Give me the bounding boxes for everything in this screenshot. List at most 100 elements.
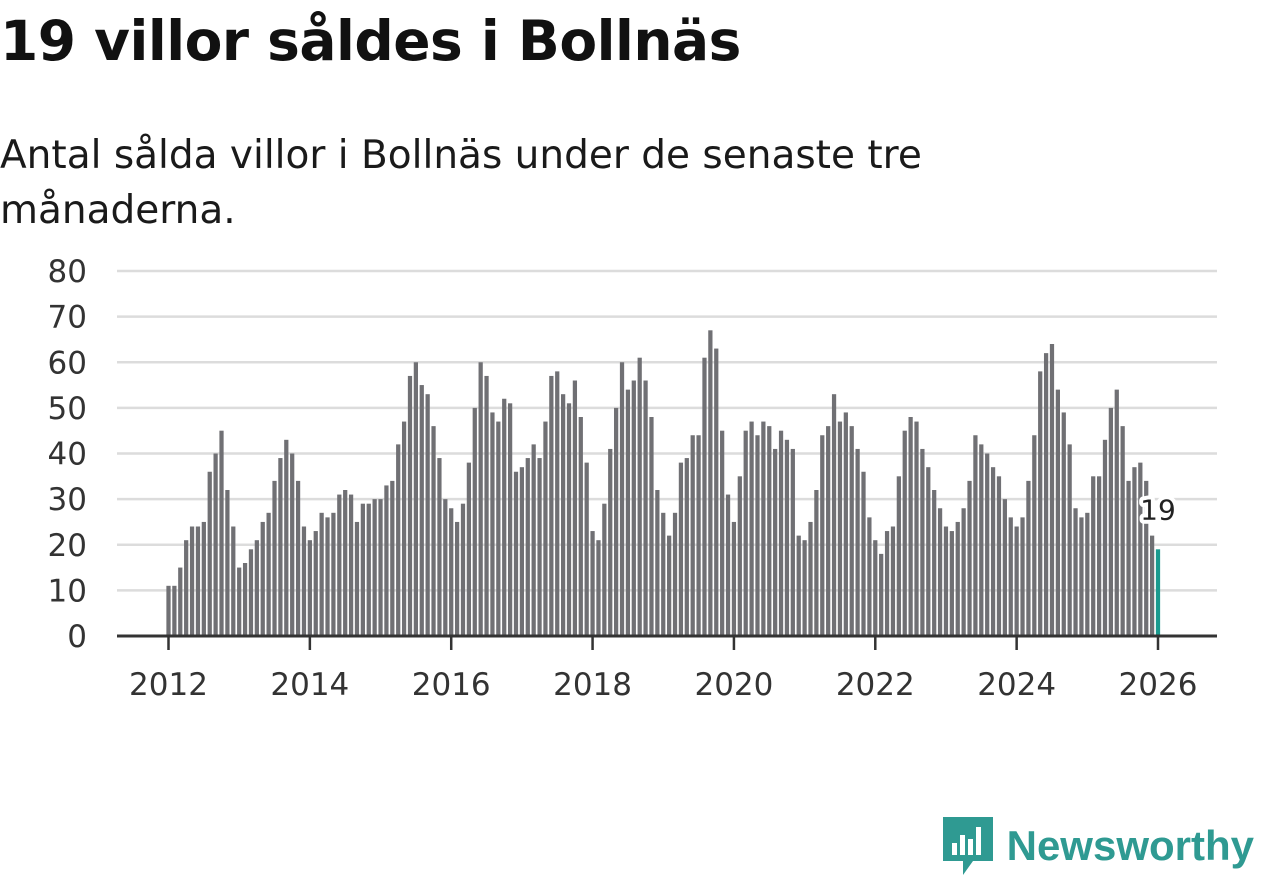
- bar: [614, 407, 619, 636]
- bar: [1085, 512, 1090, 636]
- bar: [572, 380, 578, 636]
- bar: [767, 426, 772, 636]
- bar: [1014, 526, 1019, 636]
- bar: [708, 330, 713, 636]
- bar: [1144, 480, 1149, 636]
- bar: [808, 521, 813, 636]
- bar: [478, 362, 483, 636]
- bar: [590, 531, 595, 636]
- bar: [290, 453, 295, 636]
- bar: [672, 512, 678, 636]
- bar: [596, 540, 601, 636]
- bar: [826, 426, 831, 636]
- bar: [1108, 407, 1114, 636]
- bar: [396, 444, 401, 636]
- bar: [926, 467, 931, 636]
- bar: [348, 494, 354, 636]
- highlight-value-label: 19: [1140, 493, 1176, 526]
- bar: [873, 540, 878, 636]
- bar: [443, 499, 448, 636]
- bar: [172, 585, 177, 636]
- bar: [419, 385, 424, 636]
- bar: [484, 375, 489, 636]
- bar: [219, 430, 224, 636]
- bar: [631, 380, 636, 636]
- grid-lines: [117, 269, 1217, 592]
- bar: [1073, 508, 1078, 636]
- bar: [307, 540, 312, 636]
- bar: [1079, 517, 1084, 636]
- bar: [973, 435, 978, 636]
- bar: [337, 494, 342, 636]
- bar: [714, 348, 719, 636]
- bar: [413, 362, 418, 636]
- y-tick-label-70: 70: [48, 300, 87, 336]
- bar: [1067, 444, 1072, 636]
- bar: [784, 439, 790, 636]
- bar: [855, 448, 860, 636]
- bar: [425, 394, 430, 636]
- bar: [213, 453, 218, 636]
- bar: [937, 508, 943, 636]
- bar: [684, 458, 689, 636]
- bar: [702, 357, 707, 636]
- bar: [731, 521, 737, 636]
- bar: [890, 526, 896, 636]
- bar: [454, 521, 460, 636]
- bar: [667, 535, 672, 636]
- x-tick-label-2020: 2020: [694, 667, 773, 703]
- bar: [1026, 480, 1031, 636]
- bar: [690, 435, 695, 636]
- bar: [849, 426, 854, 636]
- bar: [778, 430, 784, 636]
- bar: [1132, 467, 1137, 636]
- bar: [1049, 344, 1055, 636]
- bar: [649, 417, 654, 636]
- bar: [390, 480, 395, 636]
- x-tick-label-2012: 2012: [129, 667, 208, 703]
- bar: [490, 412, 495, 636]
- newsworthy-logo: Newsworthy: [942, 817, 1254, 875]
- bar: [384, 485, 389, 636]
- bar: [749, 421, 754, 636]
- bar: [725, 494, 731, 636]
- bar: [1091, 476, 1096, 636]
- bar: [625, 389, 631, 636]
- bar: [166, 585, 171, 636]
- bar: [1008, 517, 1013, 636]
- bar: [372, 499, 377, 636]
- bar: [1149, 535, 1155, 636]
- bar: [814, 490, 819, 636]
- bar: [602, 503, 607, 636]
- bar: [549, 375, 554, 636]
- bar: [1038, 371, 1043, 636]
- bar: [643, 380, 648, 636]
- bar: [266, 512, 271, 636]
- bar: [566, 403, 572, 636]
- bar: [513, 471, 519, 636]
- y-tick-label-30: 30: [48, 482, 87, 518]
- bar: [990, 467, 996, 636]
- bar: [1020, 517, 1025, 636]
- bar: [466, 462, 472, 636]
- bar: [879, 553, 884, 636]
- bar: [837, 421, 843, 636]
- bar: [331, 512, 336, 636]
- y-tick-label-20: 20: [48, 528, 87, 564]
- bar: [1096, 476, 1102, 636]
- bar: [378, 499, 383, 636]
- bar: [301, 526, 307, 636]
- bar: [531, 444, 536, 636]
- y-tick-label-0: 0: [67, 619, 87, 655]
- bar: [720, 430, 725, 636]
- bar: [902, 430, 907, 636]
- x-tick-label-2018: 2018: [553, 667, 632, 703]
- bar: [178, 567, 183, 636]
- bar: [932, 490, 937, 636]
- bar: [619, 362, 625, 636]
- bar: [608, 448, 613, 636]
- bar: [260, 521, 265, 636]
- bar: [195, 526, 201, 636]
- bar: [1102, 439, 1108, 636]
- bar: [437, 458, 442, 636]
